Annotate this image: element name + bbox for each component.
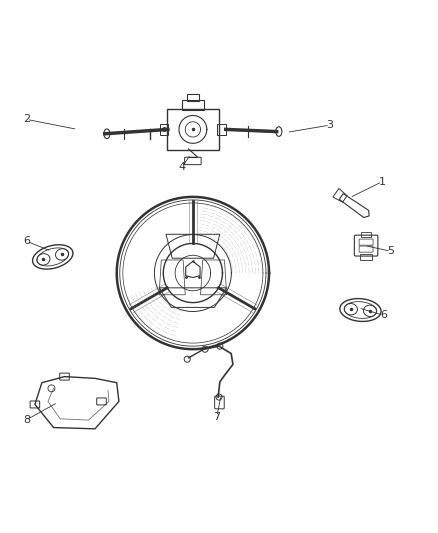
Text: 7: 7 [213, 411, 220, 422]
Text: 4: 4 [178, 162, 186, 172]
Text: 5: 5 [388, 246, 394, 256]
Text: 1: 1 [379, 176, 386, 187]
Text: 3: 3 [326, 120, 333, 130]
Text: 8: 8 [23, 415, 30, 425]
Text: 6: 6 [23, 236, 30, 246]
Text: 6: 6 [380, 310, 387, 320]
Text: 2: 2 [23, 115, 30, 124]
